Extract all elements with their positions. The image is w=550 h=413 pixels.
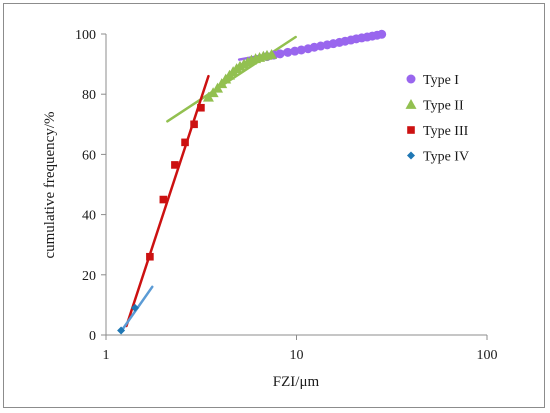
legend-label: Type IV [423,150,469,165]
legend-marker [405,99,417,109]
y-tick-label: 80 [82,88,96,103]
y-tick-label: 20 [82,269,96,284]
y-tick-label: 100 [75,28,96,43]
data-point [131,303,140,312]
data-point [377,29,387,39]
legend-label: Type I [423,73,459,88]
data-point [181,138,189,147]
data-point [146,252,154,261]
data-point [283,47,293,57]
fit-line [125,74,210,328]
legend: Type I Type II Type III Type IV [405,73,469,165]
x-tick-label: 1 [103,348,110,363]
data-point [159,195,168,204]
y-axis-title: cumulative frequency/% [42,111,58,258]
legend-marker [407,126,415,134]
data-point [266,48,278,59]
legend-marker [406,74,416,84]
legend-label: Type II [423,99,464,114]
data-point [190,120,198,129]
data-marks [117,29,387,335]
y-tick-label: 0 [89,329,96,344]
data-point [296,45,306,55]
data-point [197,103,205,112]
chart-frame [3,3,545,408]
x-axis-title: FZI/μm [273,374,320,390]
y-tick-label: 60 [82,148,96,163]
y-tick-label: 40 [82,209,96,224]
data-point [171,161,179,169]
legend-marker [407,151,415,160]
x-tick-label: 10 [290,348,304,363]
data-point [275,49,285,59]
x-tick-label: 100 [477,348,498,363]
legend-label: Type III [423,124,469,139]
data-point [117,326,126,335]
fit-lines [119,32,383,333]
axes: 1 10 100 0 20 40 60 80 100 [75,28,498,363]
